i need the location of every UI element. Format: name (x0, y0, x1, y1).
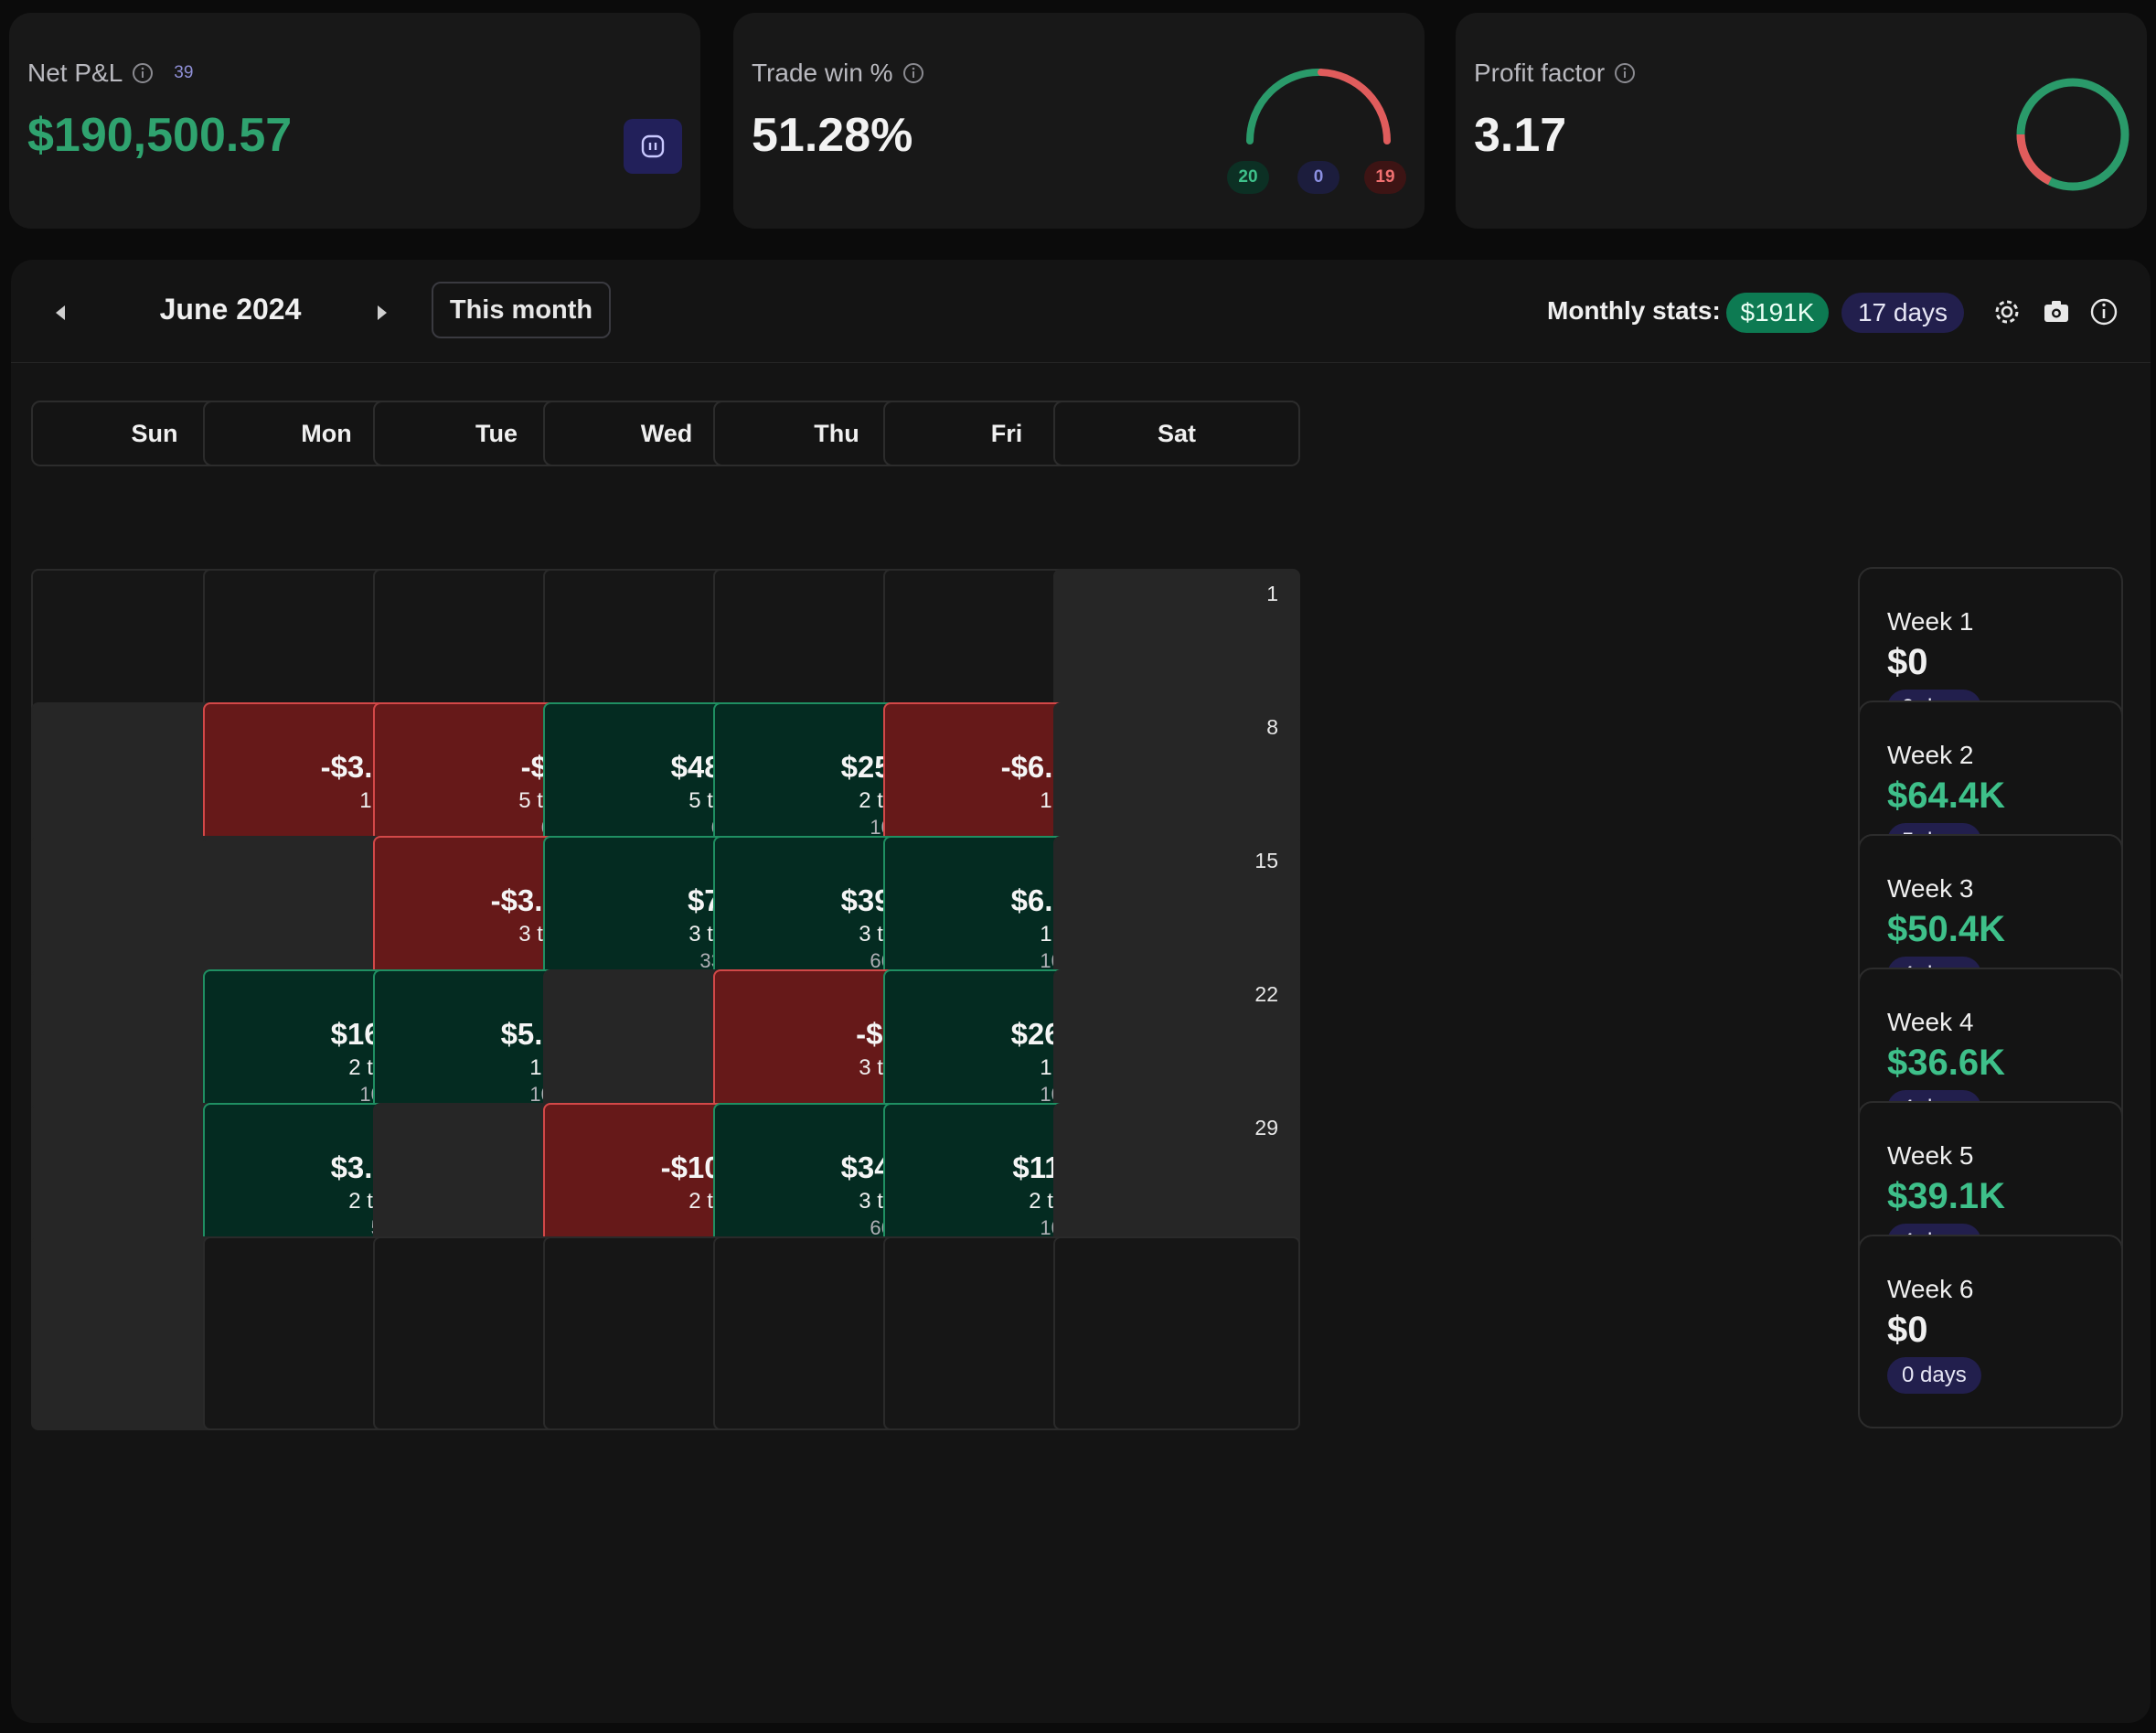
profit-factor-value: 3.17 (1474, 109, 1567, 162)
ai-assistant-button[interactable] (624, 119, 682, 174)
week-label: Week 3 (1887, 874, 1974, 903)
calendar-toolbar: June 2024 This month Monthly stats: $191… (11, 260, 2151, 363)
profit-factor-label-row: Profit factor (1474, 59, 1636, 88)
week-pnl: $36.6K (1887, 1043, 2005, 1083)
monthly-days-badge: 17 days (1841, 293, 1964, 333)
this-month-button[interactable]: This month (432, 282, 611, 338)
monthly-stats-label: Monthly stats: (1547, 296, 1721, 325)
calendar-cell-empty (1053, 1236, 1300, 1430)
week-summary-card[interactable]: Week 6 $0 0 days (1858, 1235, 2123, 1428)
trade-win-label-row: Trade win % (752, 59, 924, 88)
info-icon[interactable] (902, 62, 924, 84)
day-number: 15 (1254, 849, 1278, 872)
calendar-panel: June 2024 This month Monthly stats: $191… (11, 260, 2151, 1723)
ai-assistant-icon (641, 134, 665, 158)
loss-segment-arc (2016, 134, 2053, 186)
week-pnl: $50.4K (1887, 909, 2005, 949)
trade-count: 39 (174, 63, 194, 82)
profit-factor-card: Profit factor 3.17 (1456, 13, 2147, 229)
trade-win-value: 51.28% (752, 109, 913, 162)
net-pnl-value: $190,500.57 (27, 109, 293, 162)
net-pnl-card: Net P&L 39 $190,500.57 (9, 13, 700, 229)
trade-win-card: Trade win % 51.28% 20 0 19 (733, 13, 1425, 229)
week-label: Week 5 (1887, 1141, 1974, 1170)
caret-right-icon (378, 305, 387, 320)
caret-left-icon (56, 305, 65, 320)
week-pnl: $39.1K (1887, 1176, 2005, 1216)
gear-icon[interactable] (1991, 296, 2023, 327)
next-month-button[interactable] (364, 294, 400, 331)
net-pnl-label: Net P&L (27, 59, 123, 87)
day-number: 1 (1266, 582, 1278, 605)
week-label: Week 6 (1887, 1275, 1974, 1303)
info-icon[interactable] (2088, 296, 2119, 327)
info-icon[interactable] (132, 62, 154, 84)
prev-month-button[interactable] (42, 294, 79, 331)
wins-badge: 20 (1227, 161, 1269, 194)
info-icon[interactable] (1614, 62, 1636, 84)
week-days-badge: 0 days (1887, 1357, 1981, 1394)
trade-win-label: Trade win % (752, 59, 893, 87)
day-number: 8 (1266, 715, 1278, 739)
gauge-win-arc (1246, 69, 1326, 144)
day-number: 29 (1254, 1116, 1278, 1139)
month-title: June 2024 (159, 293, 302, 326)
week-pnl: $0 (1887, 642, 1928, 682)
profit-factor-ring (2016, 78, 2129, 191)
net-pnl-label-row: Net P&L 39 (27, 59, 193, 88)
monthly-pnl-badge: $191K (1726, 293, 1829, 333)
week-pnl: $64.4K (1887, 776, 2005, 816)
profit-factor-label: Profit factor (1474, 59, 1606, 87)
losses-badge: 19 (1364, 161, 1406, 194)
week-label: Week 1 (1887, 607, 1974, 636)
week-label: Week 2 (1887, 741, 1974, 769)
week-label: Week 4 (1887, 1008, 1974, 1036)
gauge-loss-arc (1318, 69, 1391, 144)
week-pnl: $0 (1887, 1310, 1928, 1350)
day-number: 22 (1254, 982, 1278, 1006)
breakeven-badge: 0 (1297, 161, 1339, 194)
gauge-arc (1246, 69, 1391, 144)
camera-icon[interactable] (2041, 296, 2072, 327)
weekday-header-sat: Sat (1053, 401, 1300, 466)
win-loss-gauge: 20 0 19 (1227, 49, 1410, 205)
